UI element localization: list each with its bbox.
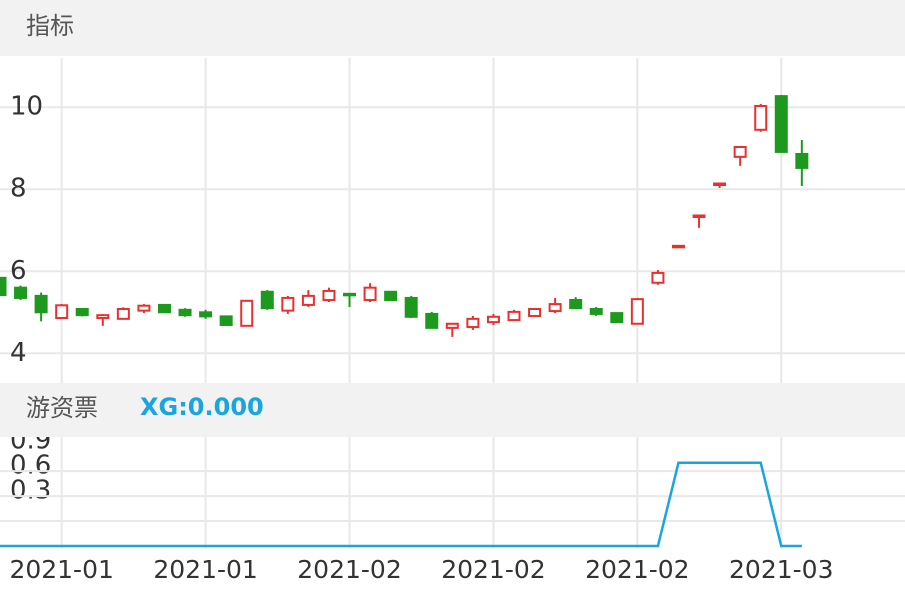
x-tick-label: 2021-03 [729, 555, 833, 584]
indicator-value: XG:0.000 [140, 393, 264, 421]
candle-body [157, 303, 171, 314]
candle-body [96, 314, 110, 320]
candle-body [384, 290, 398, 301]
candle-body [281, 296, 295, 312]
panel-title: 指标 [26, 12, 74, 40]
candle-body [301, 294, 315, 306]
candle-body [692, 214, 706, 218]
candle-body [774, 95, 788, 153]
candle-body [34, 294, 48, 314]
candle-body [630, 298, 644, 325]
candle-body [610, 312, 624, 324]
indicator-title: 游资票 [26, 394, 98, 422]
candle-body [486, 315, 500, 324]
price-panel: 4 6 8 10 [0, 58, 905, 384]
candle-body [569, 298, 583, 310]
candle-body [137, 304, 151, 312]
candle-body [75, 307, 89, 317]
candle-body [219, 315, 233, 326]
candle-body [425, 312, 439, 329]
y-tick-label: 0.3 [10, 476, 51, 506]
candle-body [548, 303, 562, 313]
candle-body [0, 276, 7, 297]
candle-body [445, 322, 459, 329]
candle-body [528, 307, 542, 317]
x-tick-label: 2021-01 [9, 555, 113, 584]
candle-body [589, 307, 603, 315]
candle-body [713, 182, 727, 186]
y-tick-label: 10 [10, 92, 43, 122]
indicator-panel: 0.30.60.9 [0, 426, 905, 548]
candle-body [795, 152, 809, 169]
candle-body [260, 290, 274, 310]
x-tick-label: 2021-02 [585, 555, 689, 584]
candle-body [116, 307, 130, 320]
x-tick-label: 2021-02 [441, 555, 545, 584]
candle-body [14, 286, 28, 299]
candle-body [671, 244, 685, 249]
candle-body [363, 286, 377, 301]
x-axis: 2021-01 2021-01 2021-02 2021-02 2021-02 2021-… [9, 555, 833, 584]
x-tick-label: 2021-01 [153, 555, 257, 584]
candle-body [55, 304, 69, 320]
candle-body [733, 145, 747, 158]
candle-body [651, 271, 665, 284]
header-bar [0, 0, 905, 56]
candle-body [507, 310, 521, 322]
candle-body [754, 104, 768, 131]
candle-body [240, 299, 254, 327]
candle-body [466, 317, 480, 329]
y-tick-label: 4 [10, 338, 27, 368]
y-tick-label: 6 [10, 256, 27, 286]
y-tick-label: 8 [10, 174, 27, 204]
candle-body [343, 292, 357, 297]
indicator-bar [0, 383, 905, 437]
y-tick-label: 0.6 [10, 451, 51, 481]
candle-body [199, 311, 213, 318]
candle-body [322, 289, 336, 301]
x-tick-label: 2021-02 [297, 555, 401, 584]
candle-body [404, 296, 418, 318]
indicator-line [0, 461, 802, 548]
candle-body [178, 308, 192, 317]
